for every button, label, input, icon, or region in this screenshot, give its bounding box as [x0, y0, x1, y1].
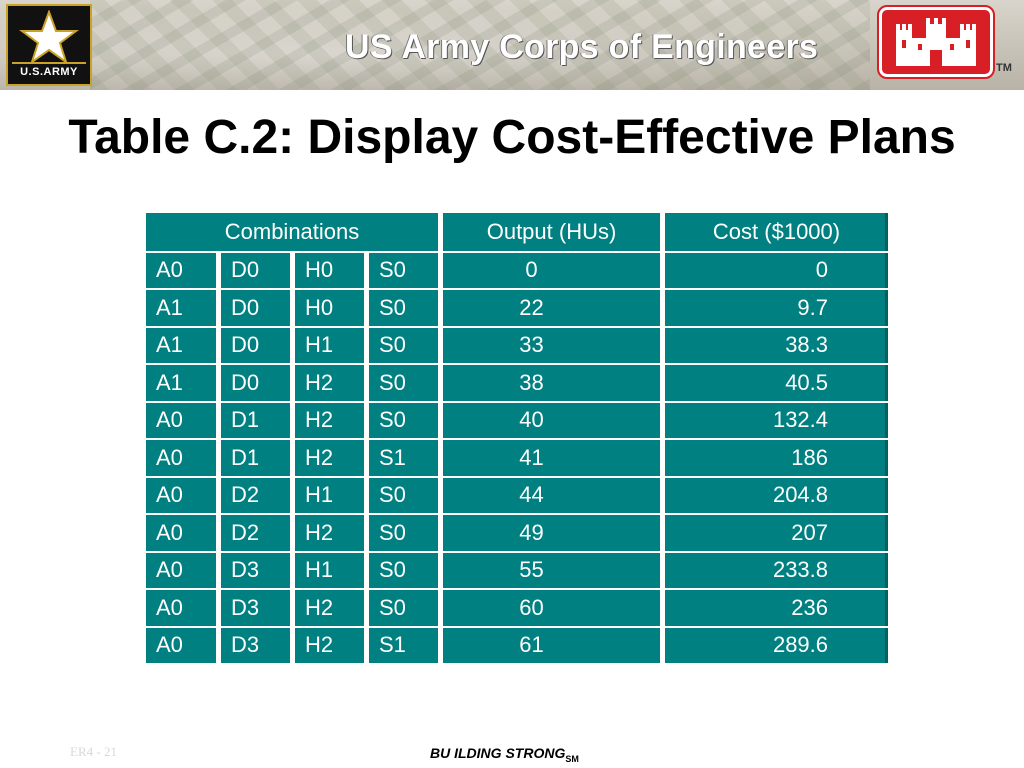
table-row: A0 D2 H1 S0 44 204.8	[146, 475, 889, 513]
combination-h-cell: H1	[295, 550, 369, 588]
trademark-mark: TM	[996, 62, 1012, 74]
cost-cell: 204.8	[665, 475, 889, 513]
combination-h-cell: H2	[295, 513, 369, 551]
combination-d-cell: D0	[221, 325, 295, 363]
cost-cell: 9.7	[665, 288, 889, 326]
cost-cell: 289.6	[665, 625, 889, 663]
output-cell: 55	[443, 550, 666, 588]
combination-d-cell: D0	[221, 250, 295, 288]
combination-d-cell: D1	[221, 400, 295, 438]
footer-tagline: BU ILDING STRONGSM	[430, 745, 579, 764]
header-combinations: Combinations	[146, 213, 444, 251]
combination-d-cell: D1	[221, 438, 295, 476]
combination-s-cell: S0	[369, 363, 444, 401]
combination-d-cell: D3	[221, 550, 295, 588]
output-cell: 22	[443, 288, 666, 326]
combination-h-cell: H1	[295, 325, 369, 363]
output-cell: 41	[443, 438, 666, 476]
combination-d-cell: D0	[221, 288, 295, 326]
combination-h-cell: H2	[295, 363, 369, 401]
table-header-row: Combinations Output (HUs) Cost ($1000)	[146, 213, 889, 251]
cost-cell: 38.3	[665, 325, 889, 363]
combination-a-cell: A1	[146, 288, 221, 326]
combination-s-cell: S0	[369, 288, 444, 326]
service-mark: SM	[565, 753, 579, 764]
table-row: A1 D0 H1 S0 33 38.3	[146, 325, 889, 363]
combination-a-cell: A0	[146, 588, 221, 626]
output-cell: 44	[443, 475, 666, 513]
combination-d-cell: D3	[221, 588, 295, 626]
table-row: A1 D0 H2 S0 38 40.5	[146, 363, 889, 401]
header-cost: Cost ($1000)	[665, 213, 889, 251]
table-row: A0 D3 H1 S0 55 233.8	[146, 550, 889, 588]
combination-h-cell: H2	[295, 625, 369, 663]
combination-d-cell: D2	[221, 475, 295, 513]
table-row: A0 D0 H0 S0 0 0	[146, 250, 889, 288]
combination-d-cell: D0	[221, 363, 295, 401]
combination-s-cell: S0	[369, 588, 444, 626]
cost-cell: 236	[665, 588, 889, 626]
cost-cell: 132.4	[665, 400, 889, 438]
table-row: A0 D1 H2 S1 41 186	[146, 438, 889, 476]
castle-icon	[896, 18, 976, 66]
combination-s-cell: S1	[369, 438, 444, 476]
combination-a-cell: A0	[146, 513, 221, 551]
combination-a-cell: A0	[146, 250, 221, 288]
combination-s-cell: S1	[369, 625, 444, 663]
combination-a-cell: A0	[146, 625, 221, 663]
combination-a-cell: A1	[146, 325, 221, 363]
combination-a-cell: A1	[146, 363, 221, 401]
combination-s-cell: S0	[369, 400, 444, 438]
combination-a-cell: A0	[146, 438, 221, 476]
army-logo: U.S.ARMY	[6, 4, 92, 86]
output-cell: 60	[443, 588, 666, 626]
table-row: A0 D3 H2 S1 61 289.6	[146, 625, 889, 663]
cost-cell: 0	[665, 250, 889, 288]
table-row: A0 D1 H2 S0 40 132.4	[146, 400, 889, 438]
combination-h-cell: H0	[295, 288, 369, 326]
cost-cell: 207	[665, 513, 889, 551]
cost-cell: 186	[665, 438, 889, 476]
combination-h-cell: H1	[295, 475, 369, 513]
output-cell: 61	[443, 625, 666, 663]
table-row: A1 D0 H0 S0 22 9.7	[146, 288, 889, 326]
header-banner: U.S.ARMY US Army Corps of Engineers	[0, 0, 1024, 90]
combination-h-cell: H2	[295, 438, 369, 476]
combination-a-cell: A0	[146, 550, 221, 588]
output-cell: 33	[443, 325, 666, 363]
combination-s-cell: S0	[369, 475, 444, 513]
combination-h-cell: H2	[295, 588, 369, 626]
combination-a-cell: A0	[146, 400, 221, 438]
header-output: Output (HUs)	[443, 213, 666, 251]
combination-d-cell: D2	[221, 513, 295, 551]
combination-h-cell: H0	[295, 250, 369, 288]
combination-s-cell: S0	[369, 513, 444, 551]
organization-title: US Army Corps of Engineers	[345, 28, 819, 66]
army-star-icon	[19, 10, 79, 65]
table-row: A0 D2 H2 S0 49 207	[146, 513, 889, 551]
cost-cell: 40.5	[665, 363, 889, 401]
castle-logo	[877, 5, 995, 79]
cost-cell: 233.8	[665, 550, 889, 588]
combination-s-cell: S0	[369, 250, 444, 288]
combination-a-cell: A0	[146, 475, 221, 513]
combination-d-cell: D3	[221, 625, 295, 663]
output-cell: 38	[443, 363, 666, 401]
table-row: A0 D3 H2 S0 60 236	[146, 588, 889, 626]
combination-s-cell: S0	[369, 325, 444, 363]
camo-background	[90, 0, 870, 90]
output-cell: 0	[443, 250, 666, 288]
output-cell: 40	[443, 400, 666, 438]
combination-s-cell: S0	[369, 550, 444, 588]
slide-title: Table C.2: Display Cost-Effective Plans	[68, 111, 956, 164]
slide-number: ER4 - 21	[70, 744, 117, 759]
cost-effective-plans-table: Combinations Output (HUs) Cost ($1000) A…	[146, 213, 889, 663]
army-logo-text: U.S.ARMY	[12, 62, 86, 80]
combination-h-cell: H2	[295, 400, 369, 438]
footer-tagline-text: BU ILDING STRONG	[430, 745, 566, 761]
output-cell: 49	[443, 513, 666, 551]
